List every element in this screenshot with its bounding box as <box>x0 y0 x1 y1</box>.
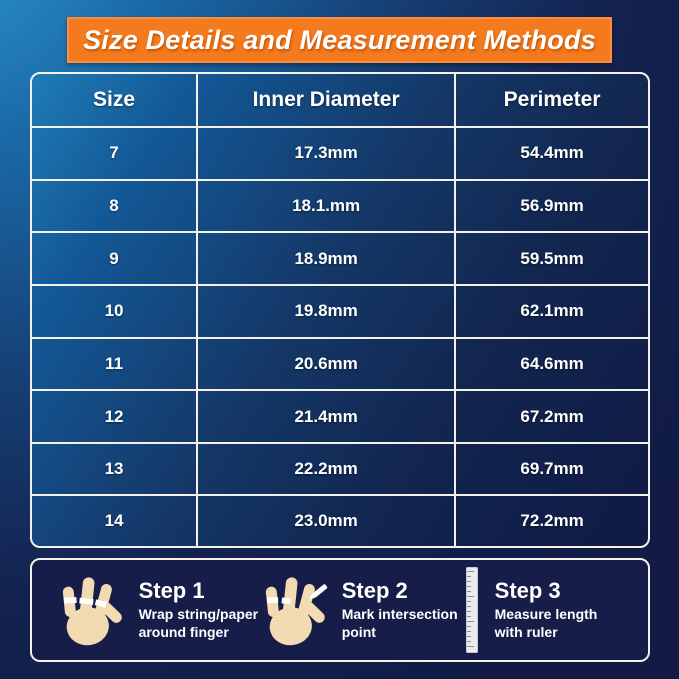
page-title: Size Details and Measurement Methods <box>83 24 596 55</box>
table-cell-size: 10 <box>32 283 199 339</box>
step-2-title: Step 2 <box>341 577 408 603</box>
table-row: 11 20.6mm 64.6mm <box>32 336 648 392</box>
table-cell-size: 13 <box>32 441 199 497</box>
table-cell-perimeter: 59.5mm <box>454 231 648 286</box>
table-cell-perimeter: 72.2mm <box>454 494 648 546</box>
table-cell-inner-diameter: 20.6mm <box>196 336 457 392</box>
step-item-2: Step 2 Mark intersection point <box>263 565 466 655</box>
hand-with-pencil-icon <box>266 577 328 646</box>
table-cell-size: 11 <box>32 336 199 392</box>
table-row: 10 19.8mm 62.1mm <box>32 283 648 339</box>
size-table-container: Size Inner Diameter Perimeter 7 17.3mm 54.… <box>30 72 650 548</box>
table-cell-size: 12 <box>32 389 199 444</box>
table-cell-perimeter: 69.7mm <box>454 441 648 497</box>
table-cell-size: 14 <box>32 494 199 546</box>
hand-with-string-icon <box>62 577 122 646</box>
size-table: Size Inner Diameter Perimeter 7 17.3mm 54.… <box>32 74 648 546</box>
step-3-title: Step 3 <box>494 577 561 603</box>
step-1-description: Wrap string/paper around finger <box>138 606 259 640</box>
measurement-steps-panel: Step 1 Wrap string/paper around finger S… <box>30 558 650 662</box>
table-cell-perimeter: 56.9mm <box>454 178 648 234</box>
step-1-title: Step 1 <box>138 577 205 603</box>
table-cell-perimeter: 62.1mm <box>454 283 648 339</box>
table-cell-size: 7 <box>32 126 199 181</box>
table-row: 13 22.2mm 69.7mm <box>32 441 648 497</box>
table-cell-inner-diameter: 18.9mm <box>196 231 457 286</box>
table-row: 7 17.3mm 54.4mm <box>32 126 648 181</box>
table-cell-inner-diameter: 19.8mm <box>196 283 457 339</box>
table-cell-inner-diameter: 22.2mm <box>196 441 457 497</box>
header-size: Size <box>32 74 199 128</box>
table-cell-size: 8 <box>32 178 199 234</box>
table-cell-perimeter: 64.6mm <box>454 336 648 392</box>
table-cell-inner-diameter: 23.0mm <box>196 494 457 546</box>
header-inner-diameter: Inner Diameter <box>196 74 457 128</box>
header-perimeter: Perimeter <box>454 74 648 128</box>
ruler-icon <box>466 567 478 653</box>
step-item-3: Step 3 Measure length with ruler <box>466 567 618 653</box>
table-row: 9 18.9mm 59.5mm <box>32 231 648 286</box>
step-3-description: Measure length with ruler <box>494 606 598 640</box>
table-cell-size: 9 <box>32 231 199 286</box>
table-row: 12 21.4mm 67.2mm <box>32 389 648 444</box>
table-cell-perimeter: 54.4mm <box>454 126 648 181</box>
table-row: 8 18.1.mm 56.9mm <box>32 178 648 234</box>
title-banner: Size Details and Measurement Methods <box>67 17 612 63</box>
table-row: 14 23.0mm 72.2mm <box>32 494 648 546</box>
table-cell-perimeter: 67.2mm <box>454 389 648 444</box>
table-cell-inner-diameter: 17.3mm <box>196 126 457 181</box>
table-cell-inner-diameter: 18.1.mm <box>196 178 457 234</box>
table-cell-inner-diameter: 21.4mm <box>196 389 457 444</box>
table-header-row: Size Inner Diameter Perimeter <box>32 74 648 128</box>
step-2-description: Mark intersection point <box>341 606 458 640</box>
table-body: 7 17.3mm 54.4mm 8 18.1.mm 56.9mm 9 18.9mm 59.5mm… <box>32 126 648 546</box>
step-item-1: Step 1 Wrap string/paper around finger <box>60 565 263 655</box>
